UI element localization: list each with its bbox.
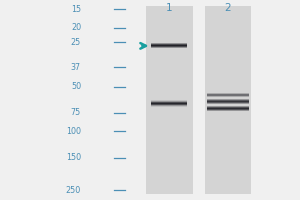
Bar	[207, 108, 249, 109]
Bar	[152, 101, 188, 102]
Bar	[152, 46, 188, 47]
Bar	[207, 101, 249, 102]
Text: 250: 250	[66, 186, 81, 195]
Bar	[146, 6, 193, 194]
Bar	[152, 103, 188, 104]
Text: 150: 150	[66, 153, 81, 162]
Text: 37: 37	[71, 63, 81, 72]
Bar	[152, 45, 188, 46]
Text: 75: 75	[71, 108, 81, 117]
Bar	[205, 6, 251, 194]
Bar	[207, 95, 249, 96]
Bar	[207, 110, 249, 111]
Bar	[207, 103, 249, 104]
Bar	[152, 105, 188, 106]
Bar	[152, 100, 188, 101]
Text: 50: 50	[71, 82, 81, 91]
Bar	[207, 99, 249, 100]
Bar	[152, 106, 188, 107]
Text: 100: 100	[66, 127, 81, 136]
Text: 2: 2	[225, 3, 231, 13]
Bar	[152, 44, 188, 45]
Bar	[207, 100, 249, 101]
Bar	[152, 47, 188, 48]
Text: 20: 20	[71, 23, 81, 32]
Bar	[152, 102, 188, 103]
Bar	[207, 107, 249, 108]
Bar	[207, 96, 249, 97]
Bar	[207, 109, 249, 110]
Bar	[152, 104, 188, 105]
Bar	[207, 102, 249, 103]
Bar	[207, 93, 249, 94]
Text: 15: 15	[71, 5, 81, 14]
Bar	[207, 106, 249, 107]
Text: 25: 25	[71, 38, 81, 47]
Text: 1: 1	[166, 3, 173, 13]
Bar	[207, 94, 249, 95]
Bar	[152, 43, 188, 44]
